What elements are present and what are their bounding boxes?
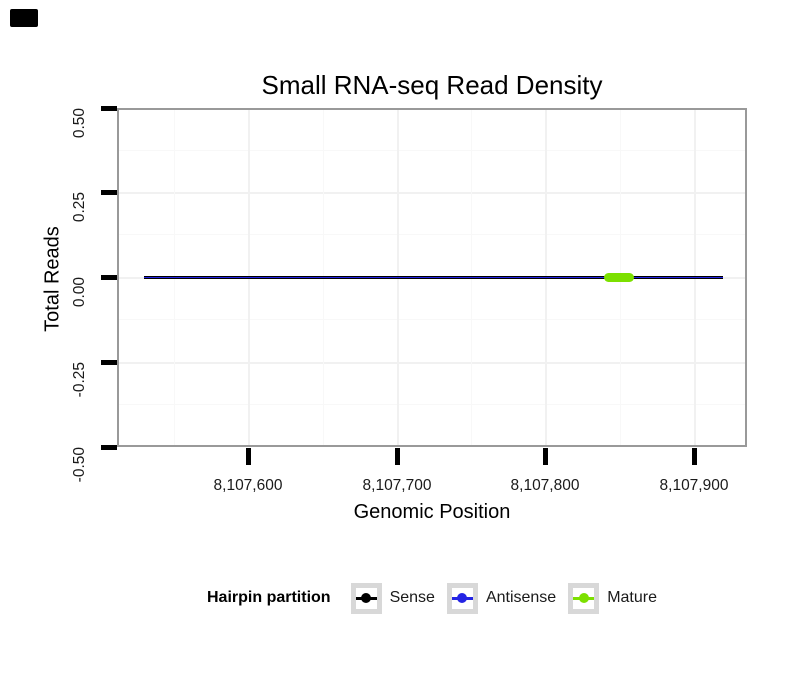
legend-key-sense-icon [350, 582, 382, 614]
x-tick-label: 8,107,600 [213, 477, 283, 494]
gridline-h-minor [119, 404, 745, 405]
legend-key-dot [361, 593, 372, 603]
x-tick-label: 8,107,800 [510, 477, 580, 494]
legend-item-sense: Sense [350, 582, 435, 614]
x-axis-title: Genomic Position [353, 501, 511, 523]
gridline-h-major [119, 362, 745, 364]
x-tick-mark [394, 448, 400, 465]
chart-title: Small RNA-seq Read Density [261, 70, 603, 100]
x-tick-mark [691, 448, 697, 465]
y-tick-label-text: 0.50 [71, 108, 88, 139]
series-antisense [143, 276, 724, 279]
x-tick-label: 8,107,900 [659, 477, 729, 494]
legend-title: Hairpin partition [207, 589, 331, 606]
legend-key-dot [457, 593, 468, 603]
corner-marker [10, 9, 38, 27]
legend-item-mature: Mature [568, 582, 657, 614]
series-mature [604, 273, 635, 282]
y-tick-label-text: 0.25 [71, 192, 88, 223]
y-tick-mark [101, 275, 117, 280]
gridline-h-minor [119, 319, 745, 320]
y-tick-mark [101, 444, 117, 450]
y-tick-label-text: 0.00 [71, 277, 88, 308]
legend-key-antisense-icon [446, 582, 478, 614]
legend-item-antisense: Antisense [446, 582, 557, 614]
x-tick-mark [245, 448, 251, 465]
gridline-h-minor [119, 150, 745, 151]
legend-label-mature: Mature [607, 589, 657, 606]
x-tick-label: 8,107,700 [362, 477, 432, 494]
legend: Hairpin partition Sense Antisense Mature [117, 582, 747, 614]
y-tick-mark [101, 359, 117, 365]
legend-key-mature-icon [568, 582, 600, 614]
legend-label-sense: Sense [389, 589, 435, 606]
legend-key-dot [578, 593, 589, 603]
y-tick-mark [101, 189, 117, 195]
y-tick-mark [101, 105, 117, 111]
y-tick-label-text: -0.25 [71, 362, 88, 398]
y-axis-title-text: Total Reads [41, 226, 64, 332]
y-tick-label-text: -0.50 [71, 447, 88, 483]
x-tick-mark [543, 448, 548, 465]
gridline-h-minor [119, 234, 745, 235]
legend-label-antisense: Antisense [485, 589, 557, 606]
gridline-h-major [119, 192, 745, 194]
